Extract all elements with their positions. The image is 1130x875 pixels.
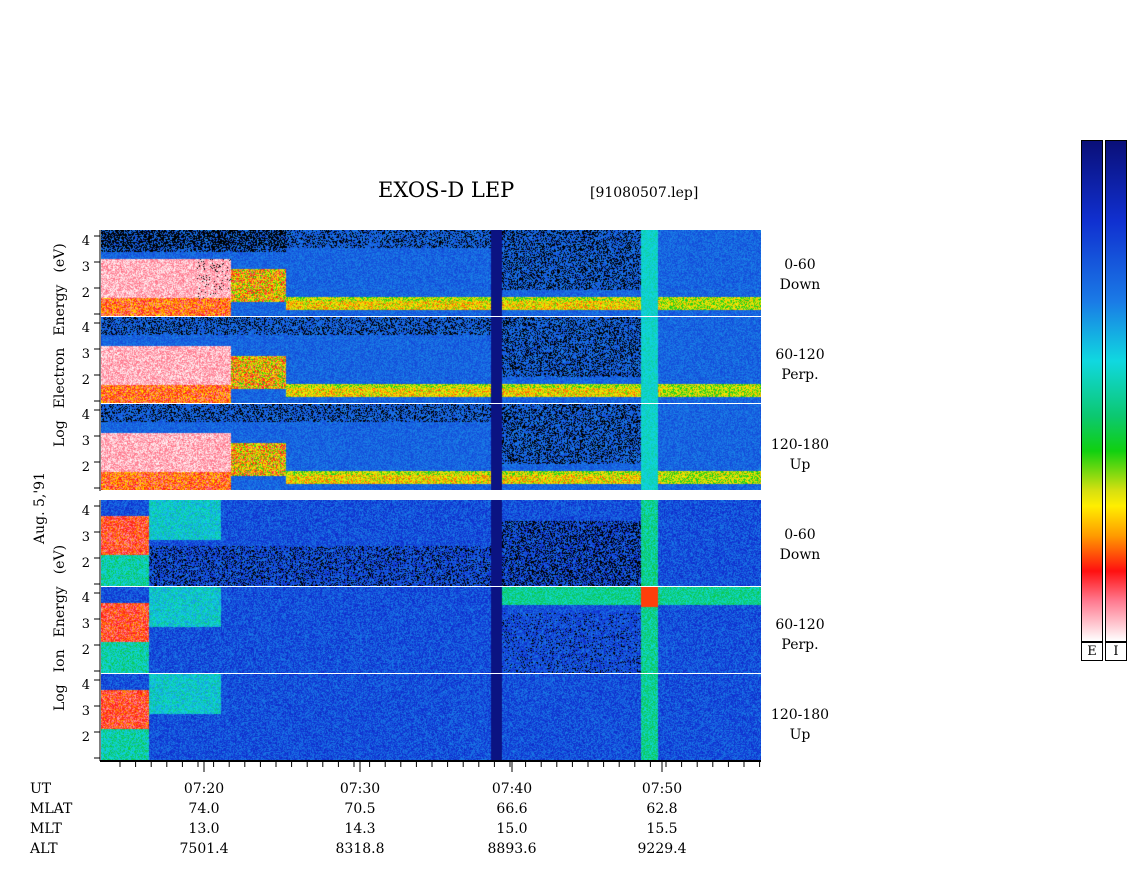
y-tick-label: 4 bbox=[81, 504, 90, 519]
date-label: Aug. 5,'91 bbox=[32, 472, 48, 545]
row-label-alt: ALT bbox=[30, 841, 58, 857]
orbit-value: 70.5 bbox=[344, 801, 376, 817]
pitch-angle-label: 0-60 Down bbox=[779, 257, 821, 293]
y-tick-label: 2 bbox=[81, 460, 90, 475]
orbit-value: 15.5 bbox=[646, 821, 678, 837]
pitch-angle-label: 60-120 Perp. bbox=[775, 617, 825, 653]
y-tick-label: 2 bbox=[81, 286, 90, 301]
y-tick-label: 2 bbox=[81, 643, 90, 658]
orbit-value: 7501.4 bbox=[179, 841, 229, 857]
spectrogram-ion-down bbox=[101, 500, 761, 586]
pitch-angle-label: 120-180 Up bbox=[770, 437, 830, 473]
y-tick-label: 4 bbox=[81, 321, 90, 336]
row-label-mlt: MLT bbox=[30, 821, 62, 837]
x-tick-label: 07:40 bbox=[491, 781, 533, 797]
ion-energy-ylabel: LogIonEnergy(eV) bbox=[52, 544, 68, 712]
orbit-value: 15.0 bbox=[496, 821, 528, 837]
orbit-value: 66.6 bbox=[496, 801, 528, 817]
y-tick-label: 3 bbox=[81, 617, 90, 632]
y-tick-label: 2 bbox=[81, 556, 90, 571]
y-tick-label: 2 bbox=[81, 730, 90, 745]
colorbar-electron bbox=[1081, 140, 1103, 642]
orbit-value: 8318.8 bbox=[335, 841, 385, 857]
pitch-angle-label: 60-120 Perp. bbox=[775, 347, 825, 383]
orbit-value: 8893.6 bbox=[487, 841, 537, 857]
y-tick-label: 4 bbox=[81, 408, 90, 423]
orbit-value: 74.0 bbox=[188, 801, 220, 817]
orbit-value: 14.3 bbox=[344, 821, 376, 837]
y-tick-label: 3 bbox=[81, 704, 90, 719]
row-label-mlat: MLAT bbox=[30, 801, 73, 817]
orbit-value: 13.0 bbox=[188, 821, 220, 837]
row-label-ut: UT bbox=[30, 781, 52, 797]
y-tick-label: 2 bbox=[81, 373, 90, 388]
pitch-angle-label: 120-180 Up bbox=[770, 707, 830, 743]
x-tick-label: 07:50 bbox=[641, 781, 683, 797]
spectrogram-electron-up bbox=[101, 404, 761, 490]
x-tick-label: 07:30 bbox=[339, 781, 381, 797]
pitch-angle-label: 0-60 Down bbox=[779, 527, 821, 563]
y-tick-label: 4 bbox=[81, 234, 90, 249]
y-tick-label: 4 bbox=[81, 678, 90, 693]
orbit-value: 62.8 bbox=[646, 801, 678, 817]
orbit-value: 9229.4 bbox=[637, 841, 687, 857]
file-name: [91080507.lep] bbox=[590, 185, 699, 201]
y-tick-label: 3 bbox=[81, 347, 90, 362]
y-tick-label: 3 bbox=[81, 530, 90, 545]
y-tick-label: 4 bbox=[81, 591, 90, 606]
y-tick-label: 3 bbox=[81, 434, 90, 449]
electron-energy-ylabel: LogElectronEnergy(eV) bbox=[52, 243, 68, 447]
colorbar-ion bbox=[1105, 140, 1127, 642]
colorbar-label-i: I bbox=[1105, 642, 1127, 661]
chart-title: EXOS-D LEP bbox=[378, 178, 515, 202]
y-tick-label: 3 bbox=[81, 260, 90, 275]
spectrogram-electron-perp bbox=[101, 317, 761, 403]
spectrogram-ion-perp bbox=[101, 587, 761, 673]
colorbar-label-e: E bbox=[1081, 642, 1103, 661]
spectrogram-ion-up bbox=[101, 674, 761, 760]
x-tick-label: 07:20 bbox=[183, 781, 225, 797]
spectrogram-electron-down bbox=[101, 230, 761, 316]
